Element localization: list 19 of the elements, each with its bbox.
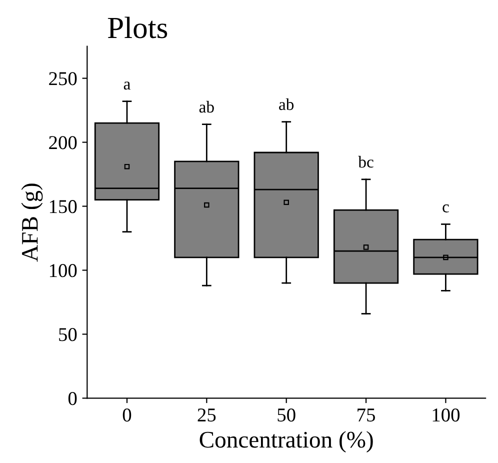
chart-title: Plots	[108, 16, 168, 38]
x-tick-label: 75	[358, 408, 375, 422]
x-axis-title: Concentration (%)	[200, 431, 373, 453]
x-tick-label: 0	[122, 408, 132, 422]
annotation: bc	[358, 156, 374, 168]
annotation: ab	[279, 98, 294, 110]
annotation: a	[124, 82, 130, 90]
y-tick-label: 250	[49, 72, 77, 86]
y-axis-title: AFB (g)	[21, 184, 43, 262]
x-tick-label: 25	[198, 408, 216, 422]
y-tick-label: 50	[59, 328, 77, 342]
y-tick-label: 200	[49, 136, 77, 150]
y-tick-label: 0	[68, 392, 77, 406]
annotation: c	[442, 204, 449, 212]
x-tick-label: 50	[278, 408, 296, 422]
x-tick-label: 100	[432, 408, 460, 422]
y-tick-label: 100	[50, 264, 77, 278]
annotation: ab	[199, 100, 214, 113]
y-tick-label: 150	[50, 200, 77, 214]
